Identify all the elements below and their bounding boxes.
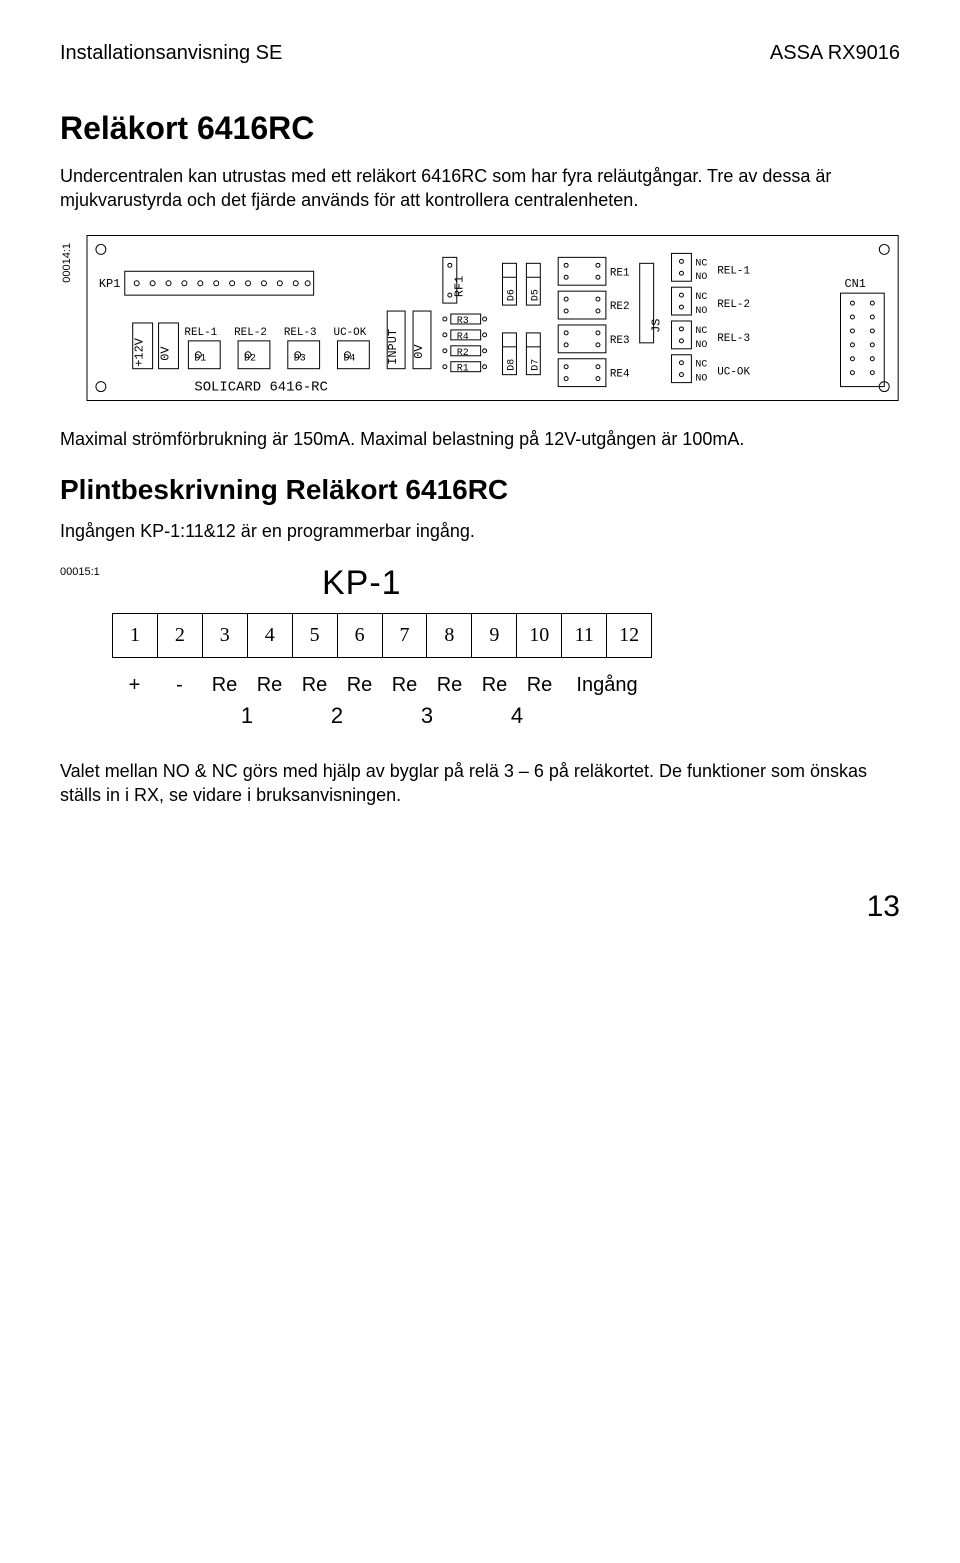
kp1-pin: 10: [517, 614, 562, 657]
svg-text:RE3: RE3: [610, 335, 630, 347]
kp1-pin: 5: [293, 614, 338, 657]
svg-text:D2: D2: [244, 353, 256, 364]
kp1-label: Re: [202, 672, 247, 699]
svg-text:D8: D8: [505, 359, 516, 371]
svg-text:UC-OK: UC-OK: [333, 327, 366, 339]
svg-text:NC: NC: [695, 358, 707, 369]
kp1-label: -: [157, 672, 202, 699]
kp1-label: Ingång: [562, 672, 652, 699]
header-right: ASSA RX9016: [770, 40, 900, 67]
svg-text:D6: D6: [505, 289, 516, 301]
svg-text:NC: NC: [695, 291, 707, 302]
svg-text:NC: NC: [695, 257, 707, 268]
kp1-label: +: [112, 672, 157, 699]
pcb-kp1: KP1: [99, 277, 120, 291]
pcb-sidelabel: 00014:1: [60, 243, 75, 283]
svg-text:RE1: RE1: [610, 267, 630, 279]
kp1-group: 1: [202, 701, 292, 731]
kp1-pin: 12: [607, 614, 651, 657]
kp1-group: 2: [292, 701, 382, 731]
kp1-label: Re: [517, 672, 562, 699]
kp1-label: Re: [472, 672, 517, 699]
svg-text:RE4: RE4: [610, 368, 630, 380]
kp1-title: KP-1: [322, 561, 402, 607]
svg-text:REL-3: REL-3: [717, 333, 750, 345]
svg-text:SOLICARD 6416-RC: SOLICARD 6416-RC: [194, 379, 328, 395]
svg-text:R2: R2: [457, 347, 469, 358]
page-header: Installationsanvisning SE ASSA RX9016: [60, 40, 900, 67]
svg-text:REL-2: REL-2: [717, 299, 750, 311]
section2-title: Plintbeskrivning Reläkort 6416RC: [60, 471, 900, 509]
kp1-pin: 11: [562, 614, 607, 657]
kp1-label: Re: [247, 672, 292, 699]
kp1-pin: 8: [427, 614, 472, 657]
pcb-svg: KP1 +12V 0V REL-1 D1 REL-2 D2 REL-3 D3 UC-OK D4…: [85, 233, 900, 403]
kp1-label: Re: [292, 672, 337, 699]
svg-text:NO: NO: [695, 372, 707, 383]
kp1-labels-row: +-ReReReReReReReReIngång: [112, 672, 652, 699]
kp1-diagram-wrap: 00015:1 KP-1 123456789101112 +-ReReReReR…: [60, 561, 900, 731]
kp1-group: 4: [472, 701, 562, 731]
svg-text:CN1: CN1: [844, 277, 865, 291]
kp1-pin: 7: [383, 614, 428, 657]
svg-text:REL-1: REL-1: [717, 265, 750, 277]
svg-text:0V: 0V: [158, 345, 172, 360]
kp1-label: Re: [427, 672, 472, 699]
kp1-title-row: KP-1: [112, 561, 900, 607]
svg-text:NO: NO: [695, 305, 707, 316]
svg-text:D3: D3: [294, 353, 306, 364]
kp1-pin: 4: [248, 614, 293, 657]
svg-text:JS: JS: [649, 318, 663, 332]
svg-text:D7: D7: [529, 359, 540, 371]
section2-para: Ingången KP-1:11&12 är en programmerbar …: [60, 519, 900, 543]
svg-text:R1: R1: [457, 362, 469, 373]
section1-para: Undercentralen kan utrustas med ett relä…: [60, 164, 900, 213]
kp1-label: Re: [382, 672, 427, 699]
svg-text:NC: NC: [695, 325, 707, 336]
svg-text:NO: NO: [695, 339, 707, 350]
kp1-pin: 3: [203, 614, 248, 657]
kp1-pin: 9: [472, 614, 517, 657]
pcb-diagram-wrap: 00014:1 KP1 +12V 0V REL-1 D1 REL-2 D2 REL-3 D…: [60, 233, 900, 403]
svg-text:D4: D4: [343, 353, 355, 364]
kp1-block: KP-1 123456789101112 +-ReReReReReReReReI…: [112, 561, 900, 731]
svg-text:REL-2: REL-2: [234, 327, 267, 339]
svg-text:R4: R4: [457, 331, 469, 342]
svg-text:R3: R3: [457, 315, 469, 326]
svg-text:UC-OK: UC-OK: [717, 366, 750, 378]
svg-text:INPUT: INPUT: [386, 329, 400, 365]
section1-title: Reläkort 6416RC: [60, 107, 900, 150]
svg-text:RE2: RE2: [610, 301, 630, 313]
svg-text:+12V: +12V: [133, 337, 147, 366]
svg-text:REL-1: REL-1: [184, 327, 217, 339]
svg-text:0V: 0V: [412, 343, 426, 358]
kp1-terminal: 123456789101112: [112, 613, 652, 658]
svg-text:NO: NO: [695, 271, 707, 282]
kp1-groups-row: 1234: [112, 701, 652, 731]
kp1-group: 3: [382, 701, 472, 731]
kp1-label: Re: [337, 672, 382, 699]
kp1-pin: 6: [338, 614, 383, 657]
svg-text:D5: D5: [529, 289, 540, 301]
svg-text:RF1: RF1: [453, 275, 467, 296]
header-left: Installationsanvisning SE: [60, 40, 282, 67]
page-number: 13: [60, 887, 900, 928]
kp1-pin: 1: [113, 614, 158, 657]
svg-text:REL-3: REL-3: [284, 327, 317, 339]
para2: Maximal strömförbrukning är 150mA. Maxim…: [60, 427, 900, 451]
para3: Valet mellan NO & NC görs med hjälp av b…: [60, 759, 900, 808]
kp1-pin: 2: [158, 614, 203, 657]
kp1-sidelabel: 00015:1: [60, 565, 102, 580]
svg-text:D1: D1: [194, 353, 206, 364]
